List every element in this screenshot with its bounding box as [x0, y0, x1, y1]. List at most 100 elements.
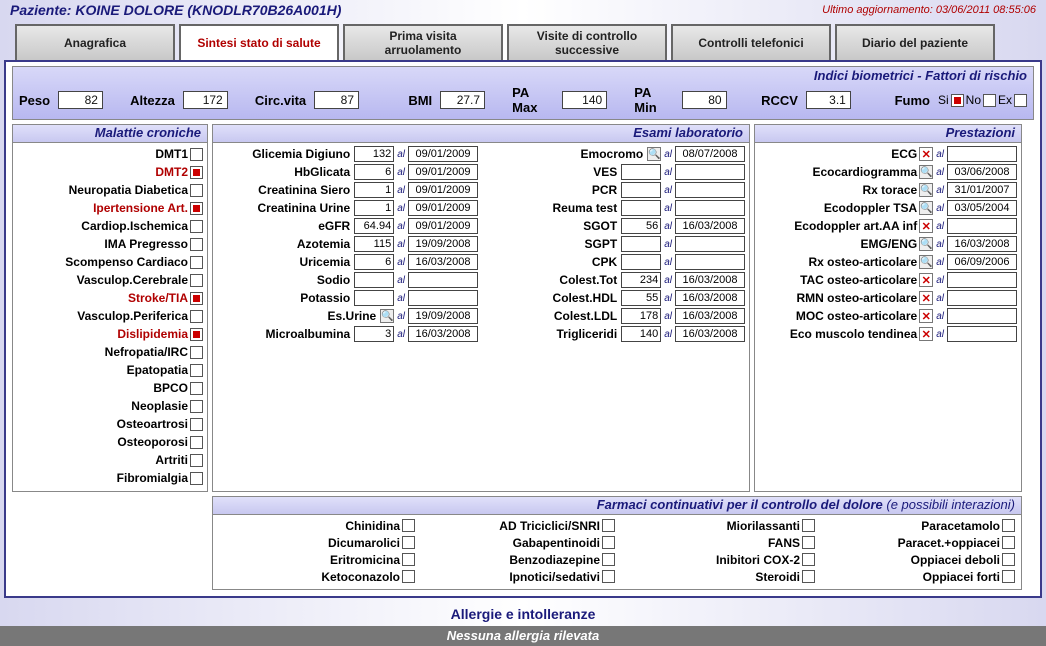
- chronic-checkbox[interactable]: [190, 292, 203, 305]
- bmi-value[interactable]: 27.7: [440, 91, 485, 109]
- lab-date[interactable]: 16/03/2008: [675, 272, 745, 288]
- chronic-checkbox[interactable]: [190, 364, 203, 377]
- chronic-checkbox[interactable]: [190, 418, 203, 431]
- lab-date[interactable]: 09/01/2009: [408, 182, 478, 198]
- prest-date[interactable]: [947, 290, 1017, 306]
- chronic-checkbox[interactable]: [190, 346, 203, 359]
- chronic-checkbox[interactable]: [190, 310, 203, 323]
- drug-checkbox[interactable]: [602, 570, 615, 583]
- altezza-value[interactable]: 172: [183, 91, 228, 109]
- magnifier-icon[interactable]: 🔍: [919, 183, 933, 197]
- chronic-checkbox[interactable]: [190, 238, 203, 251]
- drug-checkbox[interactable]: [602, 553, 615, 566]
- fumo-si-checkbox[interactable]: [951, 94, 964, 107]
- lab-date[interactable]: 09/01/2009: [408, 164, 478, 180]
- lab-date[interactable]: 19/09/2008: [408, 236, 478, 252]
- circvita-value[interactable]: 87: [314, 91, 359, 109]
- drug-checkbox[interactable]: [802, 536, 815, 549]
- redx-icon[interactable]: ✕: [919, 273, 933, 287]
- lab-value[interactable]: [621, 200, 661, 216]
- prest-date[interactable]: 03/05/2004: [947, 200, 1017, 216]
- magnifier-icon[interactable]: 🔍: [919, 165, 933, 179]
- prest-date[interactable]: 31/01/2007: [947, 182, 1017, 198]
- drug-checkbox[interactable]: [402, 536, 415, 549]
- redx-icon[interactable]: ✕: [919, 291, 933, 305]
- chronic-checkbox[interactable]: [190, 220, 203, 233]
- lab-date[interactable]: 16/03/2008: [408, 326, 478, 342]
- prest-date[interactable]: 16/03/2008: [947, 236, 1017, 252]
- lab-value[interactable]: 132: [354, 146, 394, 162]
- lab-value[interactable]: [621, 254, 661, 270]
- drug-checkbox[interactable]: [402, 570, 415, 583]
- lab-value[interactable]: 115: [354, 236, 394, 252]
- lab-date[interactable]: [675, 236, 745, 252]
- lab-value[interactable]: 234: [621, 272, 661, 288]
- chronic-checkbox[interactable]: [190, 148, 203, 161]
- lab-date[interactable]: [408, 272, 478, 288]
- prest-date[interactable]: [947, 146, 1017, 162]
- tab-sintesi[interactable]: Sintesi stato di salute: [179, 24, 339, 60]
- tab-controlli-telefonici[interactable]: Controlli telefonici: [671, 24, 831, 60]
- lab-date[interactable]: 19/09/2008: [408, 308, 478, 324]
- prest-date[interactable]: [947, 218, 1017, 234]
- chronic-checkbox[interactable]: [190, 184, 203, 197]
- lab-date[interactable]: 16/03/2008: [675, 308, 745, 324]
- prest-date[interactable]: [947, 308, 1017, 324]
- lab-date[interactable]: [675, 254, 745, 270]
- chronic-checkbox[interactable]: [190, 472, 203, 485]
- drug-checkbox[interactable]: [1002, 553, 1015, 566]
- prest-date[interactable]: [947, 326, 1017, 342]
- fumo-ex-checkbox[interactable]: [1014, 94, 1027, 107]
- lab-value[interactable]: 178: [621, 308, 661, 324]
- lab-value[interactable]: 64.94: [354, 218, 394, 234]
- drug-checkbox[interactable]: [602, 536, 615, 549]
- lab-value[interactable]: 1: [354, 182, 394, 198]
- tab-diario[interactable]: Diario del paziente: [835, 24, 995, 60]
- lab-date[interactable]: 09/01/2009: [408, 200, 478, 216]
- redx-icon[interactable]: ✕: [919, 219, 933, 233]
- fumo-no-checkbox[interactable]: [983, 94, 996, 107]
- drug-checkbox[interactable]: [402, 519, 415, 532]
- lab-value[interactable]: 6: [354, 254, 394, 270]
- chronic-checkbox[interactable]: [190, 256, 203, 269]
- rccv-value[interactable]: 3.1: [806, 91, 851, 109]
- lab-date[interactable]: 16/03/2008: [675, 326, 745, 342]
- lab-date[interactable]: [675, 182, 745, 198]
- chronic-checkbox[interactable]: [190, 166, 203, 179]
- drug-checkbox[interactable]: [802, 519, 815, 532]
- lab-value[interactable]: 6: [354, 164, 394, 180]
- lab-value[interactable]: 140: [621, 326, 661, 342]
- prest-date[interactable]: 06/09/2006: [947, 254, 1017, 270]
- magnifier-icon[interactable]: 🔍: [919, 255, 933, 269]
- drug-checkbox[interactable]: [1002, 536, 1015, 549]
- redx-icon[interactable]: ✕: [919, 147, 933, 161]
- tab-prima-visita[interactable]: Prima visitaarruolamento: [343, 24, 503, 60]
- drug-checkbox[interactable]: [1002, 519, 1015, 532]
- lab-value[interactable]: [621, 182, 661, 198]
- lab-value[interactable]: 3: [354, 326, 394, 342]
- chronic-checkbox[interactable]: [190, 400, 203, 413]
- magnifier-icon[interactable]: 🔍: [380, 309, 394, 323]
- drug-checkbox[interactable]: [602, 519, 615, 532]
- redx-icon[interactable]: ✕: [919, 327, 933, 341]
- lab-date[interactable]: [408, 290, 478, 306]
- lab-value[interactable]: [621, 164, 661, 180]
- lab-value[interactable]: [354, 272, 394, 288]
- chronic-checkbox[interactable]: [190, 382, 203, 395]
- chronic-checkbox[interactable]: [190, 454, 203, 467]
- chronic-checkbox[interactable]: [190, 328, 203, 341]
- lab-value[interactable]: 55: [621, 290, 661, 306]
- drug-checkbox[interactable]: [802, 553, 815, 566]
- lab-date[interactable]: 09/01/2009: [408, 146, 478, 162]
- redx-icon[interactable]: ✕: [919, 309, 933, 323]
- drug-checkbox[interactable]: [1002, 570, 1015, 583]
- drug-checkbox[interactable]: [402, 553, 415, 566]
- peso-value[interactable]: 82: [58, 91, 103, 109]
- lab-date[interactable]: 16/03/2008: [675, 218, 745, 234]
- lab-date[interactable]: 16/03/2008: [408, 254, 478, 270]
- chronic-checkbox[interactable]: [190, 436, 203, 449]
- chronic-checkbox[interactable]: [190, 202, 203, 215]
- tab-anagrafica[interactable]: Anagrafica: [15, 24, 175, 60]
- magnifier-icon[interactable]: 🔍: [919, 237, 933, 251]
- lab-date[interactable]: 09/01/2009: [408, 218, 478, 234]
